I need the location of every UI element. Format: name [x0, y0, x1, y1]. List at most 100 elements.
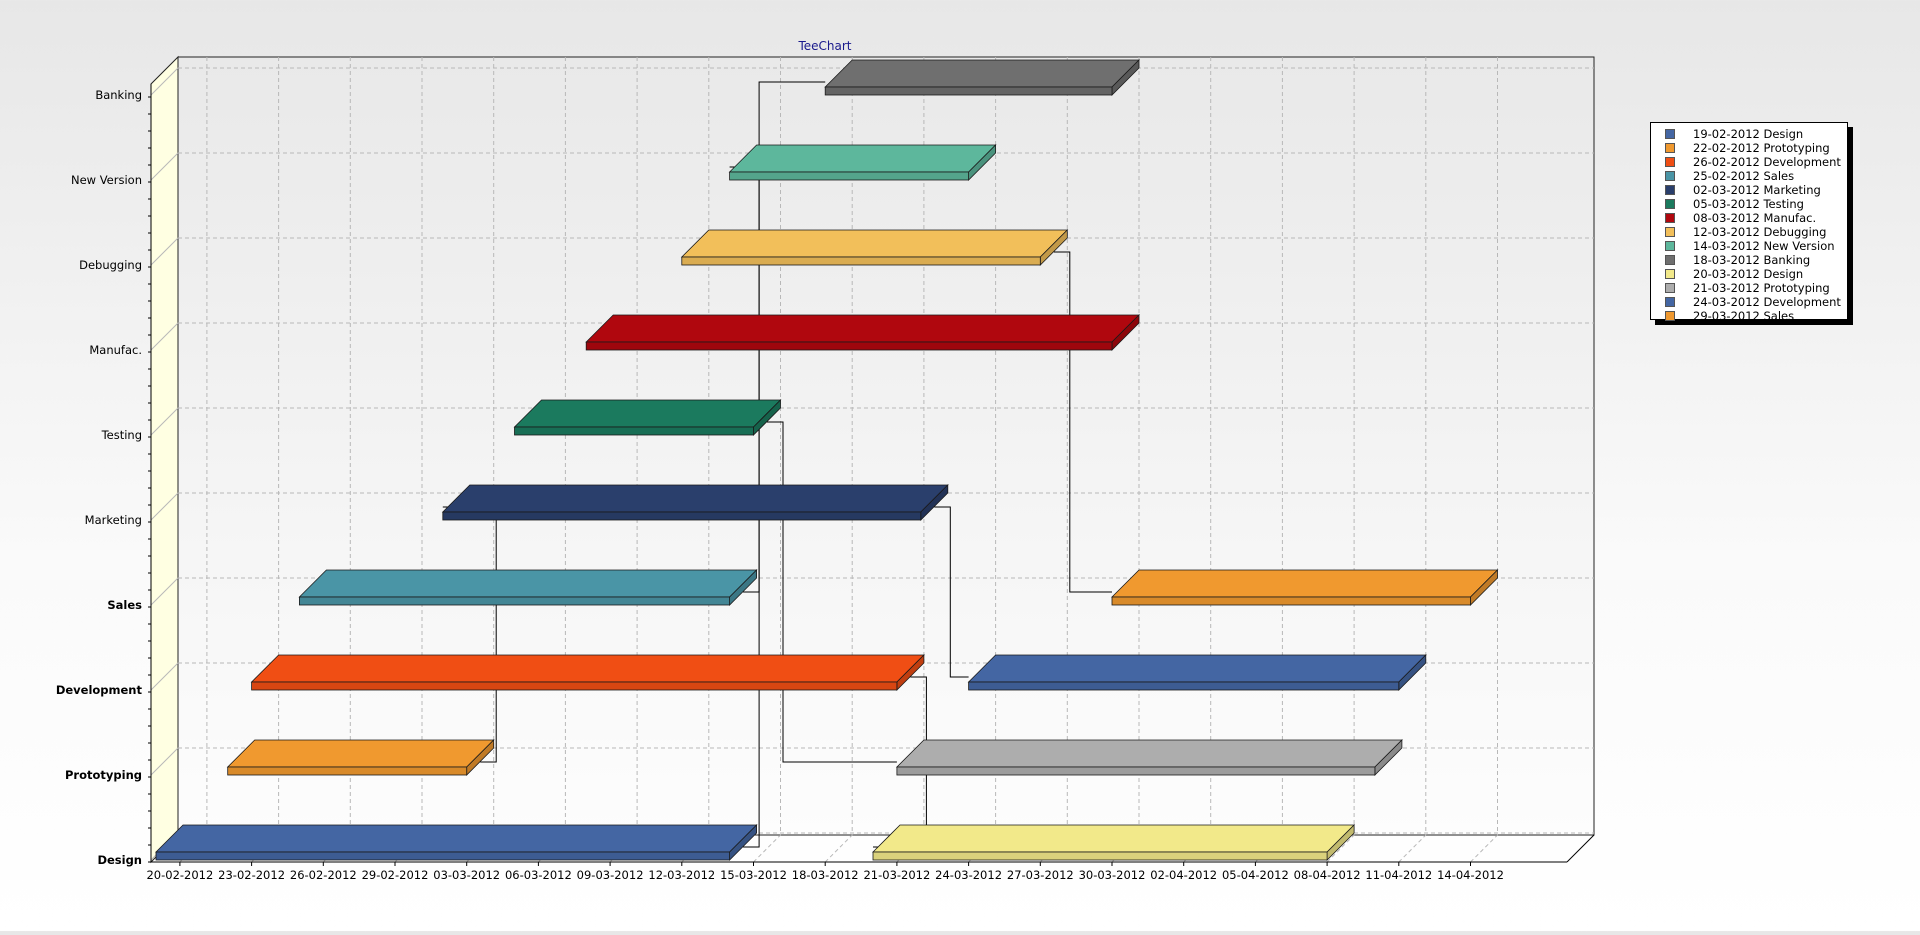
legend-label: 02-03-2012 Marketing — [1693, 183, 1821, 197]
x-tick-label: 21-03-2012 — [863, 868, 930, 882]
grid-line-wall — [150, 577, 179, 606]
legend-label: 21-03-2012 Prototyping — [1693, 281, 1830, 295]
category-label: Development — [56, 683, 143, 697]
x-tick-label: 15-03-2012 — [720, 868, 787, 882]
task-bar[interactable] — [226, 739, 495, 776]
x-tick-label: 09-03-2012 — [577, 868, 644, 882]
category-label: Sales — [107, 598, 142, 612]
x-tick-label: 26-02-2012 — [290, 868, 357, 882]
task-bar[interactable] — [1111, 569, 1499, 606]
legend-item: 20-03-2012 Design — [1665, 267, 1803, 281]
dependency-line — [934, 506, 969, 678]
grid-line-wall — [150, 322, 179, 351]
legend-label: 24-03-2012 Development — [1693, 295, 1841, 309]
x-tick-label: 05-04-2012 — [1222, 868, 1289, 882]
x-tick-label: 08-04-2012 — [1294, 868, 1361, 882]
task-bar[interactable] — [680, 229, 1069, 266]
category-label: New Version — [71, 173, 142, 187]
floor-edge — [1566, 834, 1595, 863]
grid-line-wall — [150, 67, 179, 96]
task-bar[interactable] — [967, 654, 1427, 691]
legend-item: 25-02-2012 Sales — [1665, 169, 1794, 183]
legend-swatch — [1665, 198, 1675, 209]
category-label: Marketing — [85, 513, 142, 527]
legend-item: 02-03-2012 Marketing — [1665, 183, 1821, 197]
legend-label: 19-02-2012 Design — [1693, 127, 1804, 141]
legend-swatch — [1665, 296, 1675, 307]
chart-title: TeeChart — [797, 39, 851, 53]
back-wall — [177, 56, 1595, 836]
task-bar[interactable] — [250, 654, 925, 691]
legend-item: 08-03-2012 Manufac. — [1665, 211, 1816, 225]
x-tick-label: 14-04-2012 — [1437, 868, 1504, 882]
dependency-line — [767, 421, 897, 763]
legend-item: 05-03-2012 Testing — [1665, 197, 1804, 211]
legend-label: 29-03-2012 Sales — [1693, 309, 1795, 323]
x-tick-label: 03-03-2012 — [433, 868, 500, 882]
x-tick-label: 11-04-2012 — [1365, 868, 1432, 882]
task-bar[interactable] — [298, 569, 758, 606]
grid-line-wall — [150, 237, 179, 266]
legend-item: 26-02-2012 Development — [1665, 155, 1841, 169]
legend-swatch — [1665, 268, 1675, 279]
legend-swatch — [1665, 240, 1675, 251]
grid-line-floor — [1398, 834, 1427, 863]
grid-line-wall — [150, 492, 179, 521]
legend-label: 26-02-2012 Development — [1693, 155, 1841, 169]
grid-line-floor — [1470, 834, 1498, 863]
grid-line-wall — [150, 747, 179, 776]
legend-label: 08-03-2012 Manufac. — [1693, 211, 1817, 225]
legend-label: 22-02-2012 Prototyping — [1693, 141, 1830, 155]
x-tick-label: 27-03-2012 — [1007, 868, 1074, 882]
x-tick-label: 06-03-2012 — [505, 868, 572, 882]
category-label: Testing — [101, 428, 142, 442]
grid-line-wall — [150, 407, 179, 436]
legend-swatch — [1665, 254, 1675, 265]
legend-label: 18-03-2012 Banking — [1693, 253, 1811, 267]
legend-swatch — [1665, 184, 1675, 195]
grid-line-floor — [824, 834, 853, 863]
legend-item: 29-03-2012 Sales — [1665, 309, 1794, 323]
task-bar[interactable] — [513, 399, 782, 436]
legend-swatch — [1665, 310, 1675, 321]
legend-item: 24-03-2012 Development — [1665, 295, 1841, 309]
legend-swatch — [1665, 142, 1675, 153]
task-bar[interactable] — [872, 824, 1356, 861]
x-tick-label: 29-02-2012 — [362, 868, 429, 882]
x-tick-label: 12-03-2012 — [648, 868, 715, 882]
x-tick-label: 30-03-2012 — [1079, 868, 1146, 882]
legend-item: 14-03-2012 New Version — [1665, 239, 1835, 253]
legend-item: 19-02-2012 Design — [1665, 127, 1803, 141]
left-wall — [150, 55, 179, 864]
category-label: Prototyping — [65, 768, 142, 782]
x-tick-label: 23-02-2012 — [218, 868, 285, 882]
legend-swatch — [1665, 282, 1675, 293]
task-bar[interactable] — [441, 484, 949, 521]
legend-label: 14-03-2012 New Version — [1693, 239, 1835, 253]
category-label: Debugging — [79, 258, 142, 272]
task-bar[interactable] — [728, 144, 997, 181]
grid-line-floor — [753, 834, 781, 863]
category-label: Banking — [95, 88, 142, 102]
legend-swatch — [1665, 212, 1675, 223]
task-bar[interactable] — [155, 824, 758, 861]
task-bar[interactable] — [585, 314, 1140, 351]
legend-swatch — [1665, 156, 1675, 167]
grid-line-floor — [1326, 834, 1355, 863]
legend-item: 18-03-2012 Banking — [1665, 253, 1810, 267]
legend-swatch — [1665, 128, 1675, 139]
grid-line-wall — [150, 152, 179, 181]
task-bar[interactable] — [824, 59, 1140, 96]
legend: 19-02-2012 Design 22-02-2012 Prototyping 2… — [1650, 122, 1848, 323]
x-tick-label: 24-03-2012 — [935, 868, 1002, 882]
legend-item: 22-02-2012 Prototyping — [1665, 141, 1830, 155]
legend-swatch — [1665, 170, 1675, 181]
legend-label: 12-03-2012 Debugging — [1693, 225, 1827, 239]
task-bar[interactable] — [895, 739, 1403, 776]
dependency-line — [1053, 251, 1112, 593]
legend-swatch — [1665, 226, 1675, 237]
legend-label: 05-03-2012 Testing — [1693, 197, 1804, 211]
grid-line-wall — [150, 662, 179, 691]
